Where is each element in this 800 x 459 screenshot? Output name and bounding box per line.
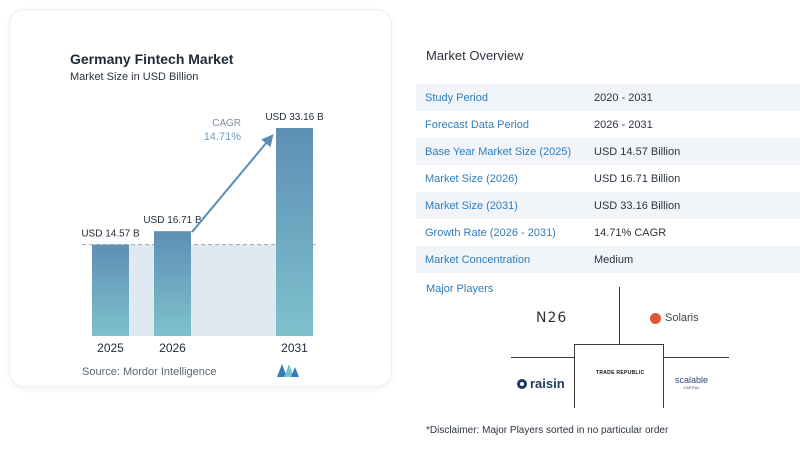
- overview-title: Market Overview: [426, 48, 524, 63]
- bar-chart: USD 14.57 B 2025 USD 16.71 B 2026 USD 33.16 …: [81, 112, 324, 355]
- overview-row: Forecast Data Period 2026 - 2031: [416, 111, 800, 138]
- bar-2031: [276, 128, 313, 336]
- overview-row-key: Base Year Market Size (2025): [425, 145, 572, 158]
- overview-row-key: Forecast Data Period: [425, 118, 529, 131]
- player-n26-logo: N26: [536, 310, 568, 326]
- mordor-logo-icon: [277, 364, 299, 377]
- major-players-title: Major Players: [426, 283, 494, 295]
- overview-row-value: 2020 - 2031: [594, 91, 653, 104]
- player-scalable-logo: scalable CAPITAL: [675, 375, 709, 391]
- raisin-icon: [517, 378, 527, 389]
- player-raisin-logo: raisin: [517, 376, 565, 391]
- overview-row: Study Period 2020 - 2031: [416, 84, 800, 111]
- overview-row-value: Medium: [594, 253, 634, 266]
- overview-row-value: USD 33.16 Billion: [594, 199, 681, 212]
- cagr-label: CAGR: [212, 118, 241, 129]
- data-label-2026: USD 16.71 B: [143, 215, 202, 226]
- bar-2026: [154, 231, 191, 336]
- overview-row-value: 14.71% CAGR: [594, 226, 667, 239]
- chart-subtitle: Market Size in USD Billion: [70, 71, 199, 83]
- bar-2025: [92, 244, 129, 336]
- player-solaris-logo: Solaris: [650, 312, 699, 324]
- x-tick-2026: 2026: [159, 341, 186, 355]
- player-trade-republic-logo: TRADE REPUBLIC: [596, 370, 645, 376]
- player-raisin-label: raisin: [530, 376, 565, 391]
- source-note: Source: Mordor Intelligence: [82, 366, 217, 378]
- x-tick-2031: 2031: [281, 341, 308, 355]
- overview-row-key: Growth Rate (2026 - 2031): [425, 226, 556, 239]
- players-divider: [664, 357, 729, 358]
- players-divider: [511, 357, 574, 358]
- chart-title: Germany Fintech Market: [70, 51, 234, 67]
- solaris-icon: [650, 312, 661, 324]
- overview-row: Growth Rate (2026 - 2031) 14.71% CAGR: [416, 219, 800, 246]
- overview-row-value: USD 14.57 Billion: [594, 145, 681, 158]
- overview-row: Market Size (2026) USD 16.71 Billion: [416, 165, 800, 192]
- disclaimer: *Disclaimer: Major Players sorted in no …: [426, 425, 669, 436]
- players-divider: [619, 287, 620, 344]
- x-tick-2025: 2025: [97, 341, 124, 355]
- overview-row-key: Market Concentration: [425, 253, 531, 266]
- player-solaris-label: Solaris: [665, 312, 699, 324]
- players-divider: [574, 344, 664, 345]
- player-scalable-sublabel: CAPITAL: [683, 385, 700, 390]
- data-label-2031: USD 33.16 B: [265, 112, 324, 123]
- overview-row-key: Market Size (2026): [425, 172, 518, 185]
- market-overview-panel: Market Overview Study Period 2020 - 2031 F…: [416, 0, 800, 459]
- overview-row-key: Study Period: [425, 91, 488, 104]
- players-divider: [663, 344, 664, 408]
- overview-row: Base Year Market Size (2025) USD 14.57 Bi…: [416, 138, 800, 165]
- overview-row: Market Size (2031) USD 33.16 Billion: [416, 192, 800, 219]
- cagr-arrow: [191, 134, 274, 233]
- overview-row-key: Market Size (2031): [425, 199, 518, 212]
- overview-row-value: USD 16.71 Billion: [594, 172, 681, 185]
- overview-row: Market Concentration Medium: [416, 246, 800, 273]
- cagr-value: 14.71%: [204, 131, 242, 143]
- overview-row-value: 2026 - 2031: [594, 118, 653, 131]
- data-label-2025: USD 14.57 B: [81, 229, 140, 240]
- player-scalable-label: scalable: [675, 375, 709, 385]
- players-divider: [574, 344, 575, 408]
